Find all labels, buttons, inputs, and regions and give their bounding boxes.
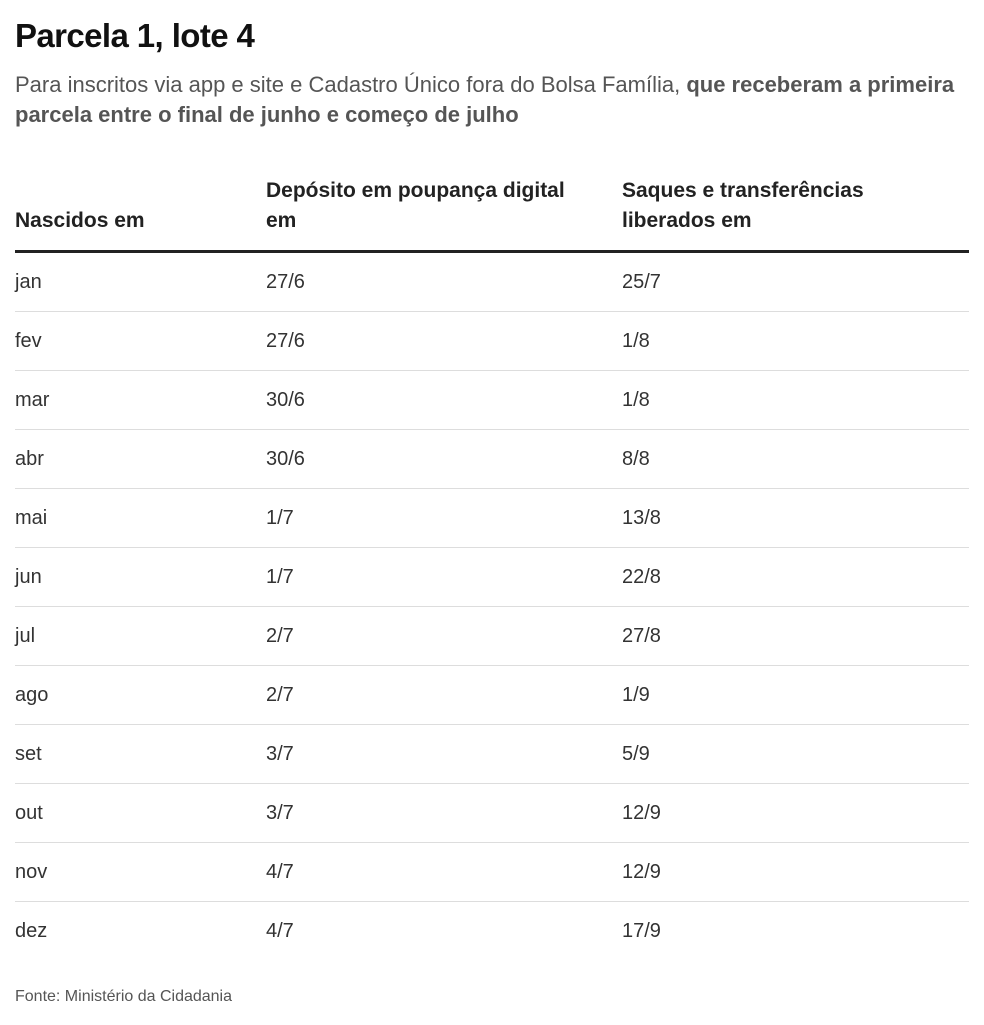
column-header-birth-month: Nascidos em xyxy=(15,209,145,232)
chart-subtitle: Para inscritos via app e site e Cadastro… xyxy=(15,70,965,130)
birth-month-cell: jul xyxy=(15,625,36,647)
birth-month-cell: fev xyxy=(15,330,42,352)
deposit-date-cell: 30/6 xyxy=(266,448,305,470)
table-body: jan 27/6 25/7 fev 27/6 1/8 mar 30/6 1/8 abr 30/6 8/… xyxy=(15,253,969,960)
table-row: ago 2/7 1/9 xyxy=(15,666,969,725)
birth-month-cell: mar xyxy=(15,389,50,411)
source-note: Fonte: Ministério da Cidadania xyxy=(15,988,233,1005)
withdrawal-date-cell: 1/9 xyxy=(622,684,650,706)
deposit-date-cell: 1/7 xyxy=(266,507,294,529)
table-row: set 3/7 5/9 xyxy=(15,725,969,784)
withdrawal-date-cell: 25/7 xyxy=(622,271,661,293)
table-row: mar 30/6 1/8 xyxy=(15,371,969,430)
table-row: jun 1/7 22/8 xyxy=(15,548,969,607)
birth-month-cell: ago xyxy=(15,684,49,706)
withdrawal-date-cell: 17/9 xyxy=(622,920,661,942)
column-header-withdrawal-date: Saques e transferências liberados em xyxy=(622,179,864,232)
withdrawal-date-cell: 5/9 xyxy=(622,743,650,765)
birth-month-cell: abr xyxy=(15,448,44,470)
table-header: Nascidos em Depósito em poupança digital… xyxy=(15,170,969,253)
table-row: fev 27/6 1/8 xyxy=(15,312,969,371)
deposit-date-cell: 27/6 xyxy=(266,271,305,293)
birth-month-cell: dez xyxy=(15,920,48,942)
birth-month-cell: out xyxy=(15,802,43,824)
deposit-date-cell: 27/6 xyxy=(266,330,305,352)
schedule-table: Nascidos em Depósito em poupança digital… xyxy=(15,170,969,960)
deposit-date-cell: 3/7 xyxy=(266,802,294,824)
deposit-date-cell: 2/7 xyxy=(266,684,294,706)
deposit-date-cell: 4/7 xyxy=(266,920,294,942)
table-row: jul 2/7 27/8 xyxy=(15,607,969,666)
table-row: jan 27/6 25/7 xyxy=(15,253,969,312)
deposit-date-cell: 3/7 xyxy=(266,743,294,765)
column-header-deposit-date: Depósito em poupança digital em xyxy=(266,179,565,232)
table-row: mai 1/7 13/8 xyxy=(15,489,969,548)
table-row: abr 30/6 8/8 xyxy=(15,430,969,489)
chart-title: Parcela 1, lote 4 xyxy=(15,17,255,54)
withdrawal-date-cell: 1/8 xyxy=(622,389,650,411)
subtitle-regular: Para inscritos via app e site e Cadastro… xyxy=(15,72,687,97)
deposit-date-cell: 4/7 xyxy=(266,861,294,883)
birth-month-cell: jun xyxy=(15,566,42,588)
table-row: nov 4/7 12/9 xyxy=(15,843,969,902)
subtitle-bold: que receberam a primeira parcela entre o… xyxy=(15,72,955,127)
withdrawal-date-cell: 13/8 xyxy=(622,507,661,529)
table-row: out 3/7 12/9 xyxy=(15,784,969,843)
deposit-date-cell: 30/6 xyxy=(266,389,305,411)
birth-month-cell: mai xyxy=(15,507,48,529)
withdrawal-date-cell: 8/8 xyxy=(622,448,650,470)
deposit-date-cell: 2/7 xyxy=(266,625,294,647)
birth-month-cell: jan xyxy=(15,271,42,293)
table-row: dez 4/7 17/9 xyxy=(15,902,969,960)
withdrawal-date-cell: 22/8 xyxy=(622,566,661,588)
withdrawal-date-cell: 1/8 xyxy=(622,330,650,352)
withdrawal-date-cell: 12/9 xyxy=(622,802,661,824)
birth-month-cell: nov xyxy=(15,861,48,883)
birth-month-cell: set xyxy=(15,743,42,765)
deposit-date-cell: 1/7 xyxy=(266,566,294,588)
withdrawal-date-cell: 27/8 xyxy=(622,625,661,647)
withdrawal-date-cell: 12/9 xyxy=(622,861,661,883)
